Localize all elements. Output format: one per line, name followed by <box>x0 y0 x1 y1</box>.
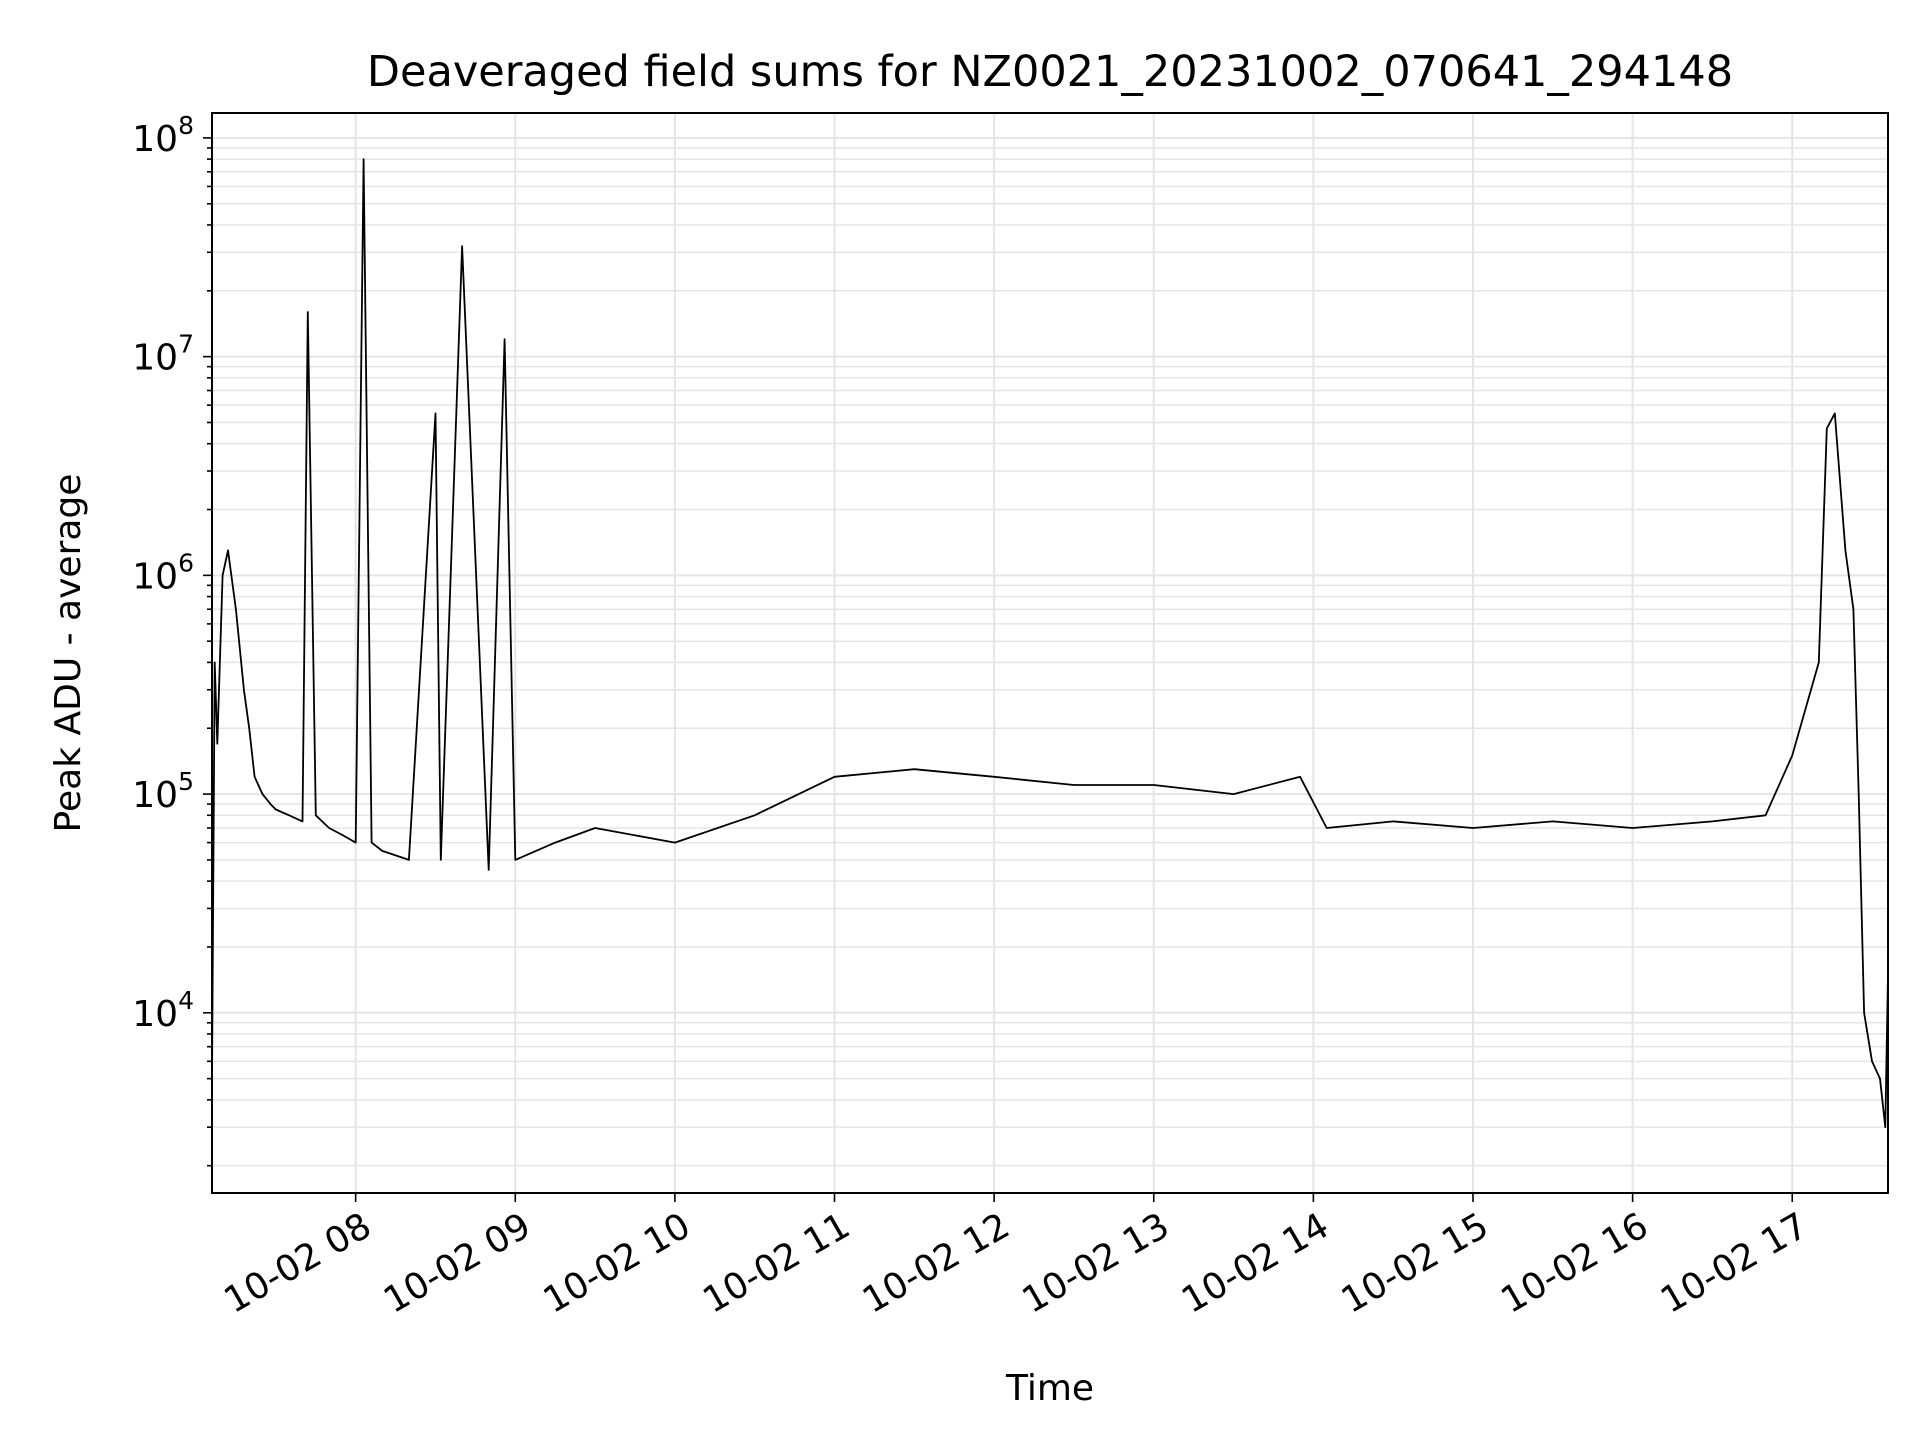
y-tick-base: 10 <box>132 119 178 160</box>
line-layer <box>211 158 1889 1129</box>
y-tick-exponent: 6 <box>178 548 194 577</box>
y-axis-label: Peak ADU - average <box>48 474 89 833</box>
y-tick-exponent: 4 <box>178 986 194 1015</box>
x-axis-label: Time <box>1005 1368 1094 1409</box>
y-tick-label: 107 <box>132 330 194 379</box>
y-tick-label: 104 <box>132 986 194 1035</box>
y-tick-base: 10 <box>132 775 178 816</box>
series-line <box>211 158 1889 1129</box>
y-tick-exponent: 8 <box>178 111 194 140</box>
y-tick-label: 105 <box>132 767 194 816</box>
plot-frame <box>211 112 1889 1194</box>
y-tick-base: 10 <box>132 994 178 1035</box>
grid-layer <box>212 113 1888 1193</box>
y-tick-base: 10 <box>132 556 178 597</box>
y-tick-label: 106 <box>132 548 194 597</box>
y-tick-label: 108 <box>132 111 194 160</box>
chart-title: Deaveraged field sums for NZ0021_2023100… <box>367 47 1733 97</box>
y-tick-exponent: 5 <box>178 767 194 796</box>
y-tick-exponent: 7 <box>178 330 194 359</box>
y-tick-base: 10 <box>132 338 178 379</box>
